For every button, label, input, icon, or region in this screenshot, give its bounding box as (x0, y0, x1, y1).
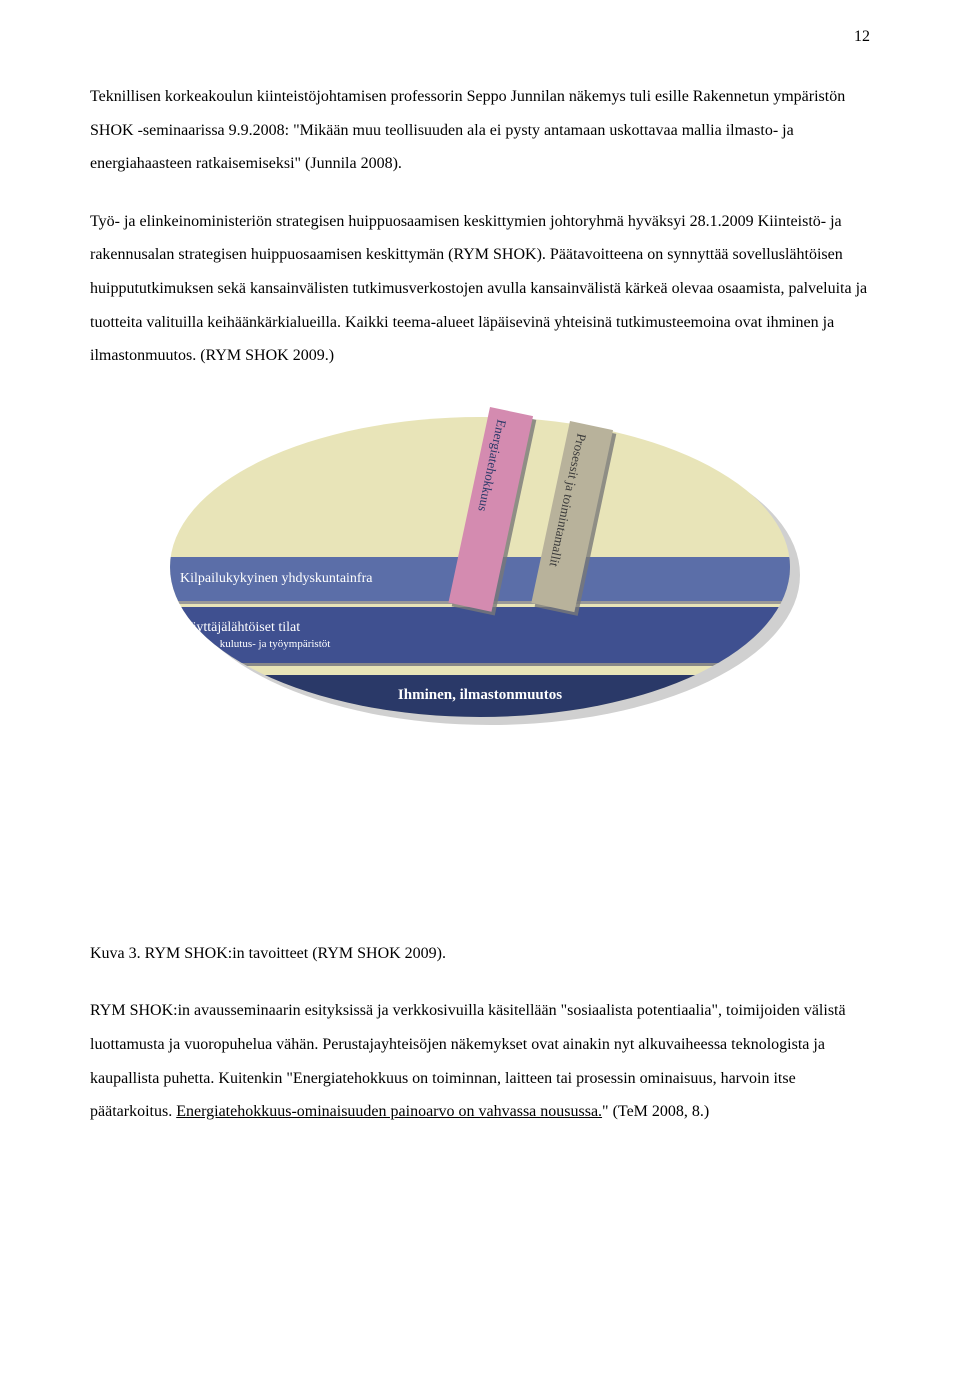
p3-underlined: Energiatehokkuus-ominaisuuden painoarvo … (176, 1103, 602, 1120)
figure-caption: Kuva 3. RYM SHOK:in tavoitteet (RYM SHOK… (90, 937, 870, 971)
bar-ihminen: Ihminen, ilmastonmuutos (170, 675, 790, 717)
body-paragraph-2: Työ- ja elinkeinoministeriön strategisen… (90, 205, 870, 373)
bar-kayttajalahtoiset: Käyttäjälähtöiset tilat asumis-, kulutus… (170, 607, 790, 663)
page-number: 12 (854, 28, 870, 46)
body-paragraph-1: Teknillisen korkeakoulun kiinteistöjohta… (90, 80, 870, 181)
p3-part-c: " (TeM 2008, 8.) (602, 1103, 709, 1120)
body-paragraph-3: RYM SHOK:in avausseminaarin esityksissä … (90, 994, 870, 1128)
rym-shok-diagram: Kilpailukykyinen yhdyskuntainfra Käyttäj… (160, 397, 800, 737)
bar-2-label: Käyttäjälähtöiset tilat (180, 620, 790, 636)
bar-2-sublabel: asumis-, kulutus- ja työympäristöt (180, 638, 790, 650)
bar-3-label: Ihminen, ilmastonmuutos (398, 687, 562, 704)
spacer (90, 777, 870, 937)
